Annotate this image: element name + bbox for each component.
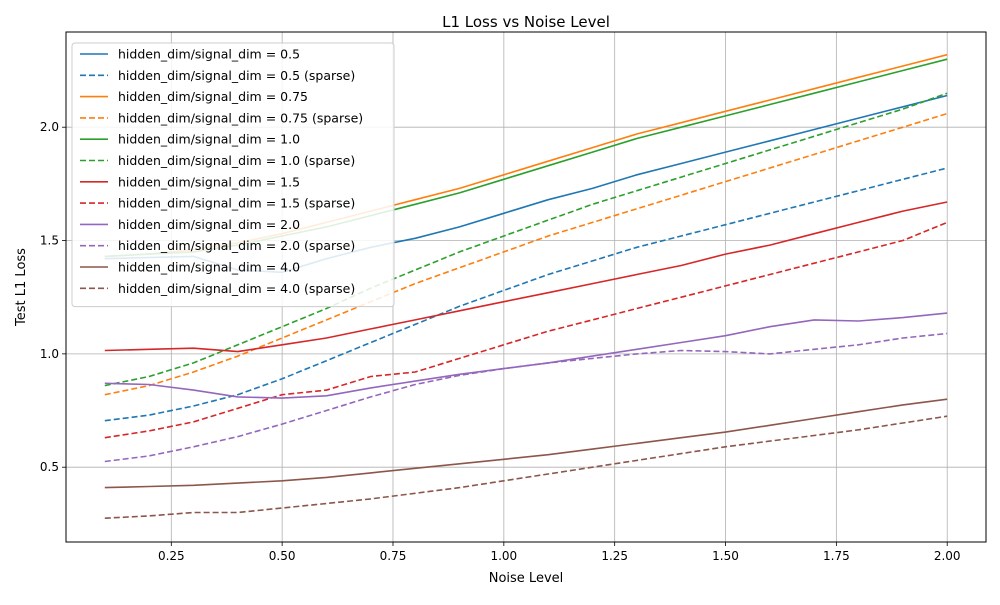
legend-label: hidden_dim/signal_dim = 4.0 (sparse) [118,281,355,296]
x-tick-label: 1.50 [712,549,739,563]
y-axis-ticks: 0.5 1.0 1.5 2.0 [40,120,66,474]
x-tick-label: 1.75 [823,549,850,563]
series-line-7 [104,221,948,439]
series-line-5 [104,92,948,387]
legend-label: hidden_dim/signal_dim = 1.0 [118,132,300,147]
legend-label: hidden_dim/signal_dim = 0.75 (sparse) [118,110,363,125]
series-line-11 [104,415,948,519]
series-line-3 [104,112,948,396]
y-tick-label: 1.5 [40,234,59,248]
x-axis-ticks: 0.25 0.50 0.75 1.00 1.25 1.50 1.75 2.00 [158,542,961,563]
chart-title: L1 Loss vs Noise Level [442,13,610,31]
x-tick-label: 0.25 [158,549,185,563]
x-tick-label: 0.75 [380,549,407,563]
y-axis-label: Test L1 Loss [14,248,29,327]
legend-label: hidden_dim/signal_dim = 2.0 [118,217,300,232]
series-line-9 [104,332,948,463]
legend: hidden_dim/signal_dim = 0.5 hidden_dim/si… [71,42,395,308]
x-tick-label: 2.00 [934,549,961,563]
y-tick-label: 0.5 [40,460,59,474]
x-tick-label: 0.50 [269,549,296,563]
x-axis-label: Noise Level [489,571,564,586]
series-line-10 [104,398,948,489]
y-tick-label: 1.0 [40,347,59,361]
x-tick-label: 1.25 [601,549,628,563]
series-line-1 [104,167,948,422]
series-line-6 [104,201,948,353]
legend-label: hidden_dim/signal_dim = 0.5 (sparse) [118,68,355,83]
legend-label: hidden_dim/signal_dim = 0.75 [118,89,308,104]
legend-label: hidden_dim/signal_dim = 4.0 [118,260,300,275]
legend-label: hidden_dim/signal_dim = 2.0 (sparse) [118,238,355,253]
y-tick-label: 2.0 [40,120,59,134]
x-tick-label: 1.00 [490,549,517,563]
legend-label: hidden_dim/signal_dim = 1.5 [118,174,300,189]
legend-label: hidden_dim/signal_dim = 1.5 (sparse) [118,196,355,211]
legend-label: hidden_dim/signal_dim = 1.0 (sparse) [118,153,355,168]
legend-label: hidden_dim/signal_dim = 0.5 [118,47,300,62]
legend-box [71,42,395,308]
plot-frame [65,31,987,543]
